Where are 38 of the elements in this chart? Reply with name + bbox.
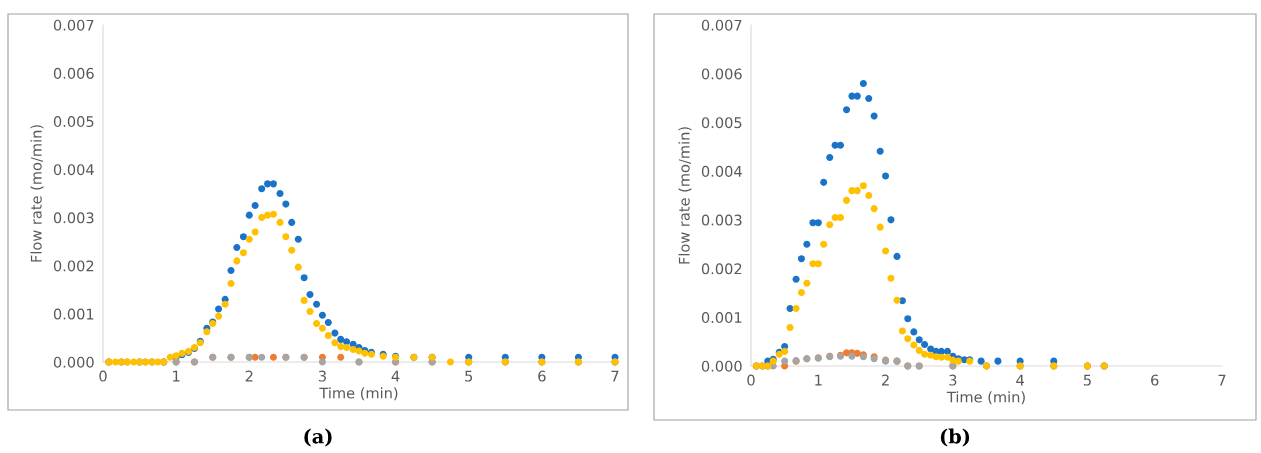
y-tick-label: 0.004: [701, 165, 742, 177]
x-tick-label: 4: [391, 370, 400, 382]
y-tick-label: 0.001: [701, 312, 742, 324]
y-tick-label: 0.007: [701, 19, 742, 31]
y-tick-label: 0.002: [701, 263, 742, 275]
text: (a): [304, 428, 332, 447]
y-tick-label: 0.002: [53, 260, 94, 272]
x-tick-label: 0: [747, 374, 755, 386]
y-tick-label: 0.000: [53, 356, 94, 368]
x-tick-label: 5: [1083, 374, 1091, 386]
y-tick-label: 0.004: [53, 164, 94, 176]
y-tick-label: 0.001: [53, 308, 94, 320]
y-tick-label: 0.005: [53, 116, 94, 128]
x-axis-title: Time (min): [319, 387, 398, 401]
x-tick-label: 3: [318, 370, 326, 382]
x-tick-label: 7: [611, 370, 619, 382]
y-axis-title: Flow rate (mo/min): [678, 127, 692, 264]
x-tick-label: 1: [173, 370, 180, 382]
y-tick-label: 0.007: [53, 19, 94, 31]
y-tick-label: 0.005: [701, 117, 742, 129]
x-tick-label: 6: [538, 370, 546, 382]
x-tick-label: 2: [245, 370, 253, 382]
text: (b): [940, 428, 970, 447]
y-tick-label: 0.006: [53, 67, 94, 79]
y-tick-label: 0.003: [701, 214, 742, 226]
x-tick-label: 4: [1016, 374, 1024, 386]
y-tick-label: 0.003: [53, 212, 94, 224]
x-tick-label: 0: [99, 370, 107, 382]
x-tick-label: 1: [815, 374, 822, 386]
x-tick-label: 5: [465, 370, 473, 382]
y-axis-title: Flow rate (mo/min): [30, 125, 44, 262]
x-tick-label: 6: [1151, 374, 1159, 386]
x-tick-label: 3: [949, 374, 957, 386]
x-tick-label: 2: [882, 374, 889, 386]
x-axis-title: Time (min): [946, 391, 1025, 405]
y-tick-label: 0.006: [701, 68, 742, 80]
x-tick-label: 7: [1218, 374, 1226, 386]
y-tick-label: 0.000: [701, 360, 742, 372]
